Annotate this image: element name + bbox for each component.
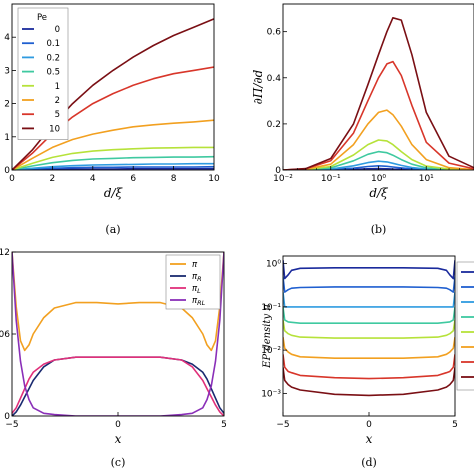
y-tick-label: 0.12 xyxy=(0,248,10,258)
legend-box xyxy=(17,7,69,140)
x-tick-label: 10 xyxy=(208,174,220,184)
y-tick-label: 0 xyxy=(275,166,281,176)
series-line-3 xyxy=(283,306,455,324)
legend-entry: π xyxy=(192,260,198,270)
x-tick-label: 2 xyxy=(50,174,56,184)
y-tick-label: 0.4 xyxy=(267,74,282,84)
x-tick-label: 4 xyxy=(90,174,96,184)
legend-entry: πR xyxy=(192,272,202,283)
x-tick-label: 6 xyxy=(130,174,136,184)
x-tick-label: 0 xyxy=(9,174,15,184)
y-tick-label: 0.06 xyxy=(0,330,10,340)
series-line-7 xyxy=(283,17,474,170)
series-line-2 xyxy=(12,119,214,170)
x-axis-label: d/ξ xyxy=(369,186,389,200)
series-line-0.2 xyxy=(12,162,214,170)
series-group xyxy=(283,260,455,397)
x-tick-label: 10⁻¹ xyxy=(321,174,341,184)
legend-box xyxy=(456,261,474,391)
y-tick-label: 10⁻¹ xyxy=(261,303,281,313)
panel-a: 0 2 4 6 8 10 0 1 2 3 4 d/ξ (a) Pe 0 0.1 0.2 0.5 1 2 5 10 xyxy=(4,3,220,236)
panel-caption: (a) xyxy=(105,223,120,236)
y-tick-label: 3 xyxy=(4,66,10,76)
legend-entry: 2 xyxy=(55,96,60,106)
y-tick-label: 0 xyxy=(4,412,10,422)
x-axis-label: x xyxy=(366,432,373,446)
x-tick-label: −5 xyxy=(276,420,289,430)
series-line-2 xyxy=(283,292,455,308)
y-tick-label: 0 xyxy=(4,166,10,176)
y-tick-label: 10⁻² xyxy=(261,346,281,356)
axes-frame xyxy=(11,3,215,171)
axes-frame xyxy=(282,255,456,417)
y-tick-label: 0.6 xyxy=(267,28,282,38)
x-tick-label: 10¹ xyxy=(419,174,434,184)
y-tick-label: 1 xyxy=(4,133,10,143)
legend-entry: 0.1 xyxy=(46,39,60,49)
legend-title: Pe xyxy=(37,13,47,23)
panel-b: 10⁻² 10⁻¹ 10⁰ 10¹ 0 0.2 0.4 0.6 d/ξ ∂Π/∂d (b) xyxy=(251,3,474,236)
panel-caption: (b) xyxy=(371,223,387,236)
x-tick-label: 5 xyxy=(221,420,227,430)
series-line-5 xyxy=(283,109,474,170)
series-line-4 xyxy=(283,319,455,339)
legend-entry: 0.5 xyxy=(46,68,60,78)
series-line-7 xyxy=(283,367,455,397)
series-line-1 xyxy=(283,276,455,293)
y-tick-label: 0.2 xyxy=(267,120,281,130)
legend-entry: 0 xyxy=(55,25,60,35)
y-tick-label: 10⁰ xyxy=(266,260,281,270)
series-line-6 xyxy=(283,60,474,170)
panel-d: −5 0 5 10⁰ 10⁻¹ 10⁻² 10⁻³ x EP density π (d) xyxy=(261,255,474,469)
y-axis-label: EP density π xyxy=(262,304,273,369)
legend-entry: 0.2 xyxy=(46,53,60,63)
series-line-0.5 xyxy=(12,155,214,170)
series-group xyxy=(283,17,474,170)
series-line-0 xyxy=(283,260,455,280)
panel-caption: (c) xyxy=(111,456,126,469)
x-tick-label: 5 xyxy=(452,420,458,430)
x-axis-label: d/ξ xyxy=(104,186,124,200)
x-tick-label: 0 xyxy=(115,420,121,430)
series-line-π_RL xyxy=(12,252,224,416)
y-tick-label: 2 xyxy=(4,100,10,110)
y-tick-label: 4 xyxy=(4,33,10,43)
x-tick-label: 0 xyxy=(366,420,372,430)
legend-entry: 1 xyxy=(55,82,60,92)
x-axis-label: x xyxy=(115,432,122,446)
x-tick-label: 10⁰ xyxy=(371,174,386,184)
x-tick-label: 10⁻² xyxy=(273,174,293,184)
series-line-0.1 xyxy=(12,165,214,170)
legend-entry: 5 xyxy=(55,110,60,120)
x-tick-label: 8 xyxy=(171,174,177,184)
y-tick-label: 10⁻³ xyxy=(261,389,281,399)
legend-entry: πL xyxy=(192,284,201,295)
panel-caption: (d) xyxy=(361,456,377,469)
series-line-0 xyxy=(12,167,214,170)
series-group xyxy=(12,252,224,416)
series-line-π xyxy=(12,252,224,352)
legend-entry: 10 xyxy=(49,124,60,134)
x-tick-label: −5 xyxy=(5,420,18,430)
series-line-π_L xyxy=(12,356,224,416)
legend-entry: πRL xyxy=(192,296,206,307)
series-line-1 xyxy=(12,146,214,170)
series-line-5 xyxy=(12,66,214,170)
series-line-6 xyxy=(283,354,455,380)
y-axis-label: ∂Π/∂d xyxy=(251,69,265,104)
axes-frame xyxy=(282,3,474,171)
series-line-5 xyxy=(283,336,455,359)
series-group xyxy=(12,18,214,170)
